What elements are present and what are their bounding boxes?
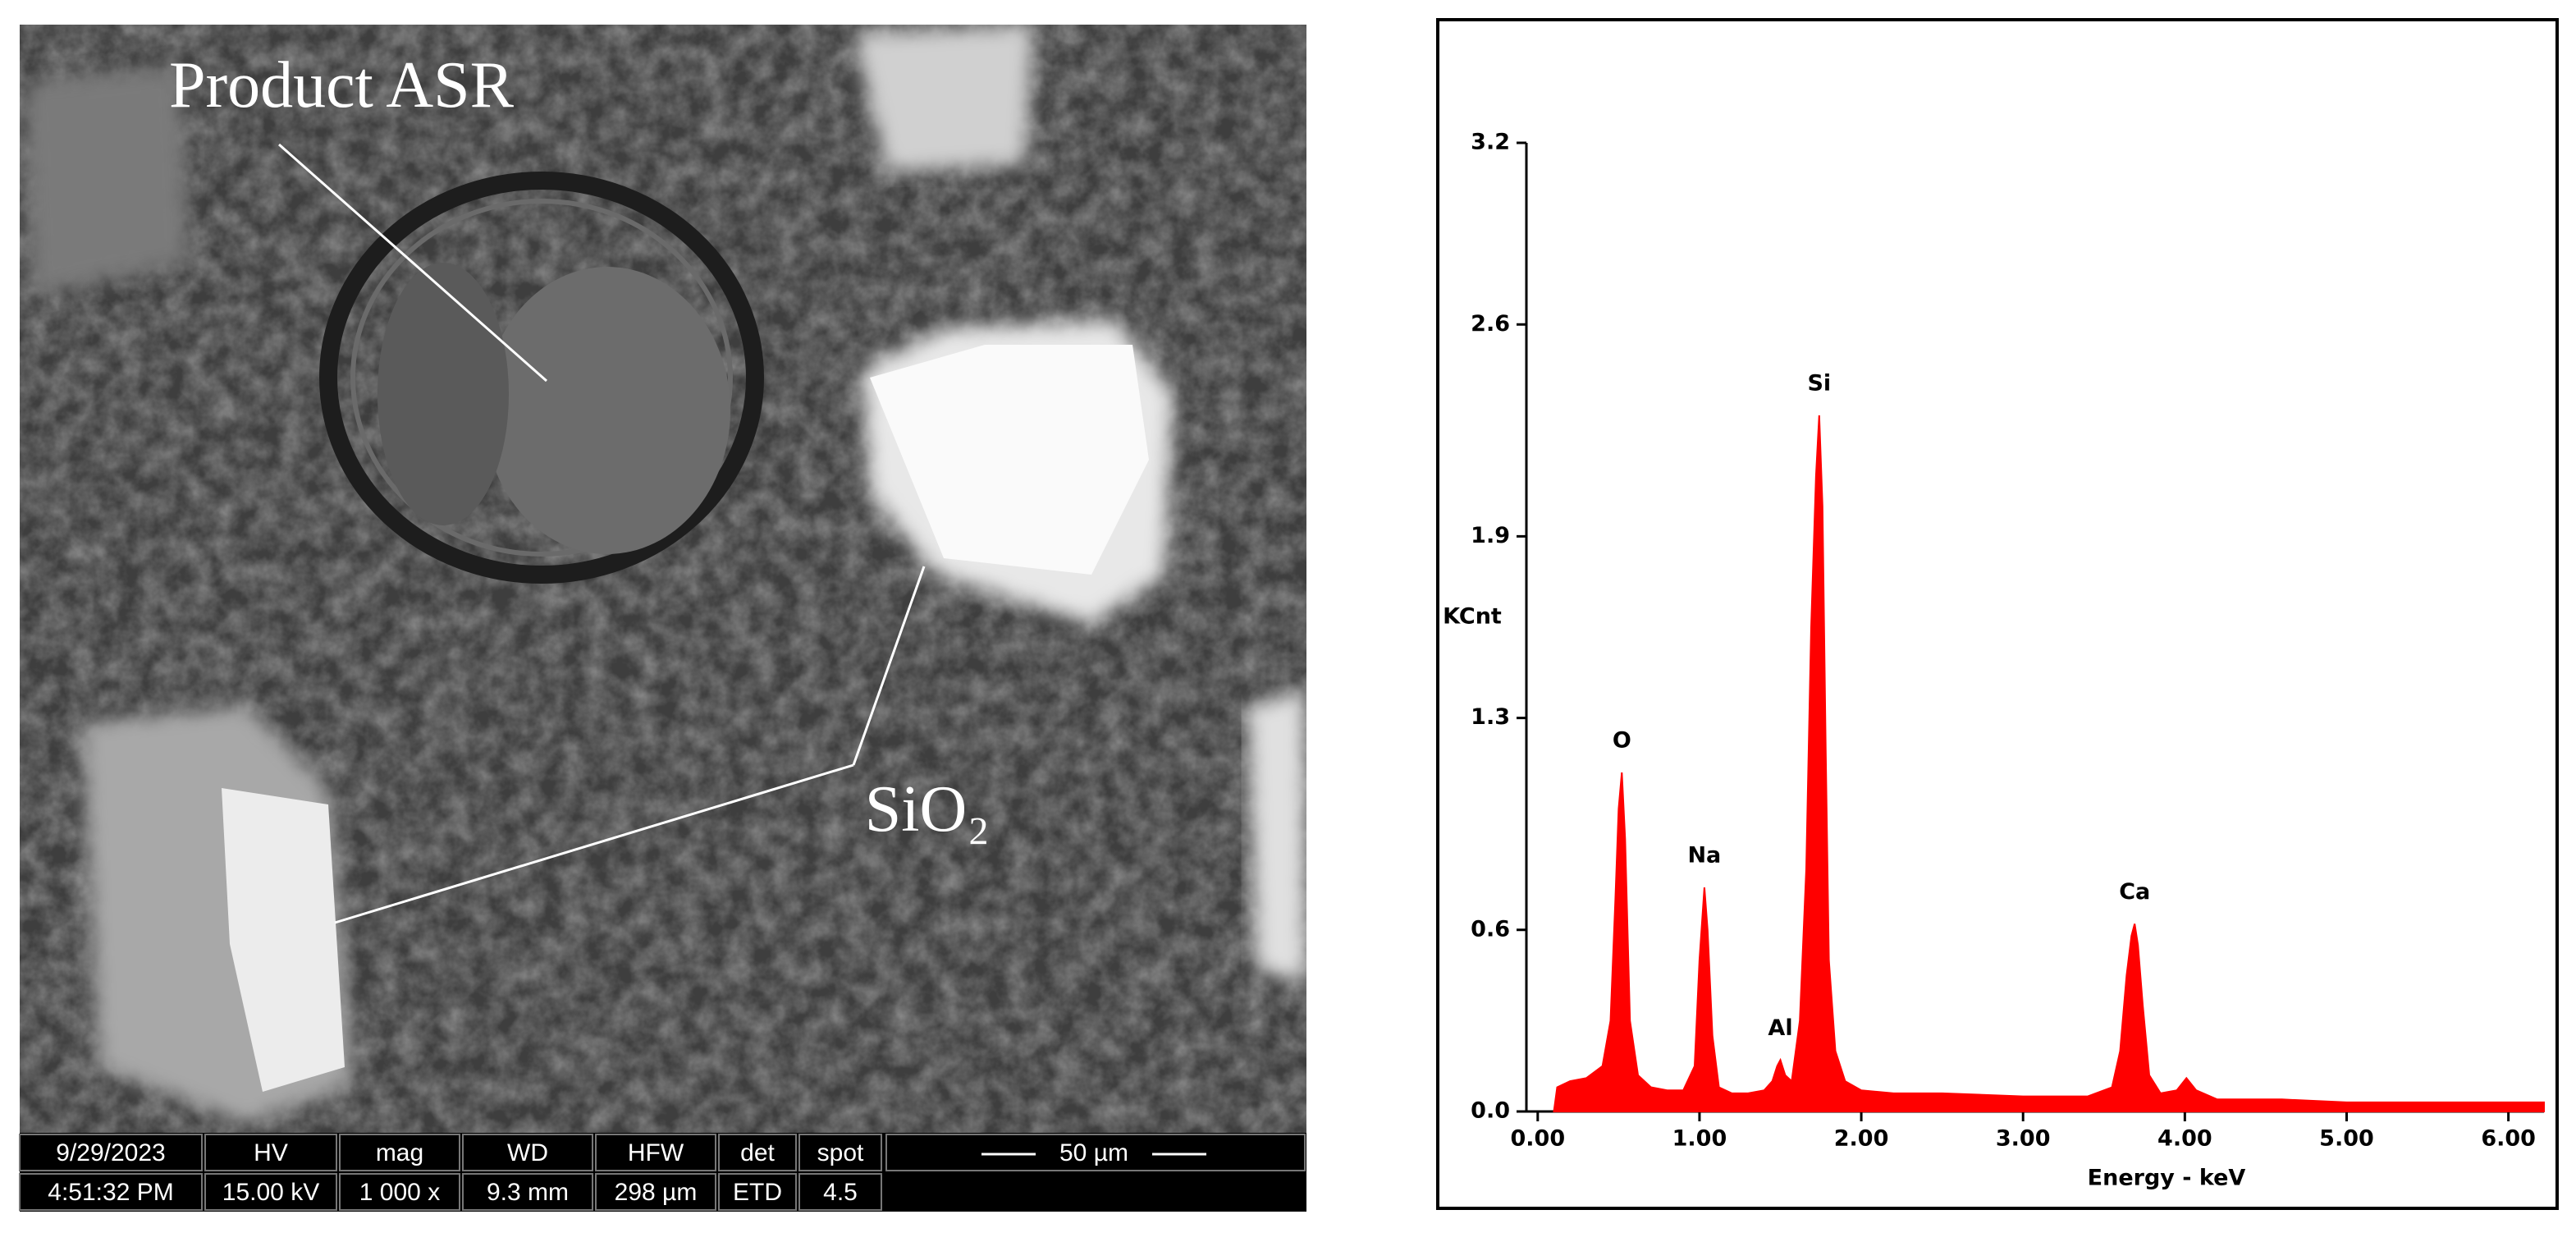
y-tick-label: 3.2 — [1471, 130, 1510, 155]
info-cell — [339, 1134, 460, 1171]
y-axis-label: KCnt — [1443, 604, 1502, 630]
peak-label: Na — [1687, 843, 1721, 868]
info-cell — [595, 1173, 716, 1211]
x-tick-label: 3.00 — [1996, 1126, 2051, 1152]
info-value: 15.00 kV — [222, 1179, 319, 1206]
info-header: WD — [507, 1139, 548, 1166]
info-cell — [339, 1173, 460, 1211]
leader-line — [334, 763, 854, 924]
peak-label: O — [1613, 728, 1631, 754]
x-tick-label: 1.00 — [1672, 1126, 1727, 1152]
info-bar: 9/29/2023 4:51:32 PM HV 15.00 kV mag 1 000 x W… — [19, 1133, 1306, 1212]
info-cell — [204, 1173, 337, 1211]
info-cell — [19, 1173, 203, 1211]
info-cell — [798, 1134, 882, 1171]
peak-label: Al — [1768, 1015, 1792, 1041]
info-value: 298 µm — [615, 1179, 698, 1206]
x-tick-label: 5.00 — [2319, 1126, 2374, 1152]
info-cell — [798, 1173, 882, 1211]
peak-label: Si — [1807, 370, 1831, 396]
spectrum — [1553, 415, 2545, 1112]
x-tick-label: 2.00 — [1834, 1126, 1889, 1152]
info-cell — [19, 1134, 203, 1171]
info-header: mag — [376, 1139, 423, 1166]
info-cell — [462, 1134, 593, 1171]
x-tick-label: 4.00 — [2157, 1126, 2212, 1152]
leader-line — [278, 143, 547, 383]
y-tick-label: 0.6 — [1471, 916, 1510, 942]
info-header: HFW — [628, 1139, 684, 1166]
info-value: 1 000 x — [359, 1179, 440, 1206]
y-tick-label: 1.3 — [1471, 704, 1510, 730]
label-product: Product ASR — [169, 49, 515, 121]
info-header: 9/29/2023 — [56, 1139, 165, 1166]
info-header: spot — [817, 1139, 864, 1166]
y-tick-label: 1.9 — [1471, 523, 1510, 548]
sem-image — [20, 25, 1306, 1133]
info-cell — [462, 1173, 593, 1211]
spectrum-chart: KCnt Energy - keV 0.0 0.6 1.3 1.9 2.6 3.2 0.00… — [1436, 18, 2559, 1210]
micrograph: Product ASR SiO₂ 9/29/2023 4:51:32 PM HV 15… — [19, 25, 1306, 1212]
info-header: HV — [254, 1139, 288, 1166]
leader-line — [852, 566, 926, 766]
scale-label-bg — [1036, 1139, 1152, 1169]
scale-label: 50 µm — [1059, 1139, 1128, 1166]
chart-frame — [1436, 18, 2559, 1210]
info-value: ETD — [733, 1179, 782, 1206]
peak-label: Ca — [2119, 879, 2150, 905]
info-cell — [595, 1134, 716, 1171]
x-axis-label: Energy - keV — [2088, 1166, 2246, 1191]
x-tick-label: 0.00 — [1510, 1126, 1565, 1152]
info-value: 9.3 mm — [487, 1179, 569, 1206]
info-cell — [718, 1173, 797, 1211]
info-cell — [718, 1134, 797, 1171]
info-value: 4.5 — [823, 1179, 858, 1206]
x-tick-label: 6.00 — [2481, 1126, 2536, 1152]
info-value: 4:51:32 PM — [48, 1179, 173, 1206]
info-header: det — [740, 1139, 775, 1166]
info-cell — [204, 1134, 337, 1171]
y-tick-label: 2.6 — [1471, 311, 1510, 337]
scale-cell — [885, 1134, 1306, 1171]
label-silica: SiO₂ — [865, 773, 990, 846]
y-tick-label: 0.0 — [1471, 1098, 1510, 1124]
